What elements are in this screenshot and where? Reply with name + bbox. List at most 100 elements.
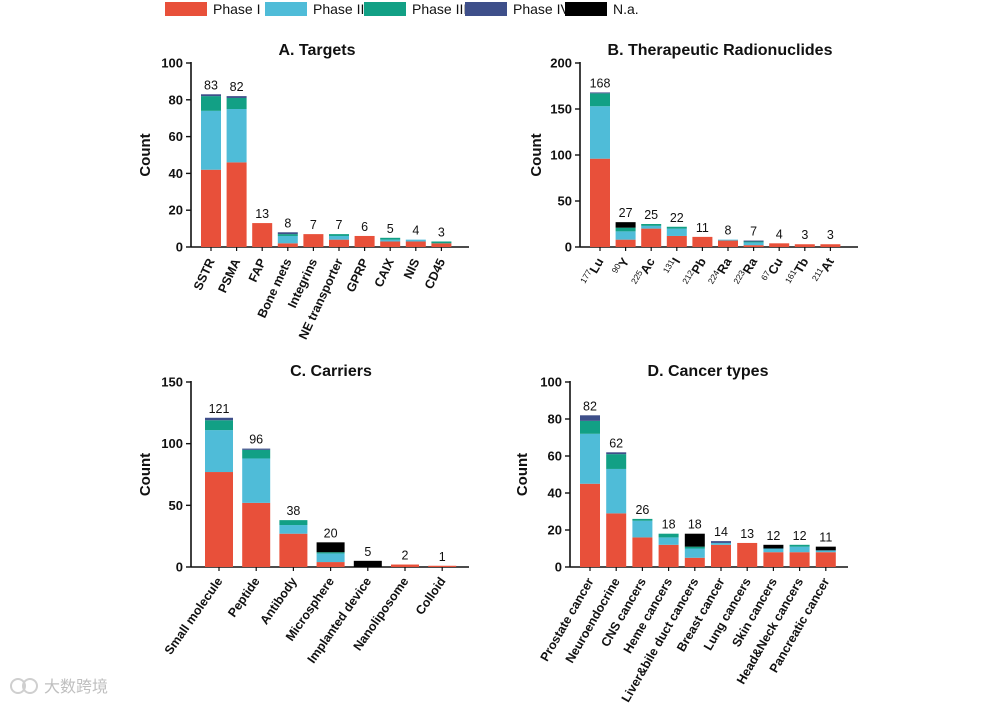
bar-segment-phase-i (606, 513, 627, 567)
bar-group (277, 232, 298, 247)
bar-segment-phase-ii (201, 110, 221, 170)
element-symbol: Ac (638, 255, 658, 276)
bar-segment-phase-i (743, 245, 764, 247)
bar-segment-phase-i (279, 533, 308, 567)
y-tick-label: 60 (548, 449, 562, 464)
x-tick-label: PSMA (215, 256, 243, 295)
bar-total-label: 12 (766, 529, 780, 543)
bar-segment-phase-i (769, 243, 790, 247)
bar-segment-phase-ii (763, 548, 784, 553)
bar-total-label: 62 (609, 436, 623, 450)
bar-total-label: 26 (635, 503, 649, 517)
bar-total-label: 82 (230, 80, 244, 94)
legend-label: Phase III (412, 1, 467, 17)
bar-group (763, 544, 784, 567)
bar-segment-phase-i (641, 228, 662, 247)
bar-segment-phase-iv (277, 232, 298, 235)
y-tick-label: 40 (548, 486, 562, 501)
bar-total-label: 18 (662, 518, 676, 532)
bar-segment-phase-i (666, 235, 687, 247)
x-tick-label: NIS (401, 256, 422, 281)
bar-segment-n-a (815, 546, 836, 551)
bar-segment-phase-iv (226, 96, 247, 98)
bar-group (794, 244, 815, 247)
bar-segment-phase-i (354, 235, 375, 247)
bar-segment-phase-i (329, 239, 349, 247)
legend-swatch (465, 2, 507, 16)
legend-label: Phase II (313, 1, 364, 17)
bar-segment-phase-i (658, 544, 679, 567)
x-tick-label: 223Ra (731, 254, 760, 289)
bar-segment-phase-iii (641, 224, 662, 226)
x-tick-label: Small molecule (162, 575, 226, 658)
bar-total-label: 3 (801, 228, 808, 242)
bar-segment-phase-ii (743, 242, 764, 246)
y-tick-label: 50 (558, 194, 572, 209)
bar-group (226, 96, 247, 247)
bar-segment-phase-ii (789, 546, 810, 553)
bar-total-label: 18 (688, 518, 702, 532)
bar-segment-phase-iv (606, 452, 627, 455)
bar-total-label: 12 (793, 529, 807, 543)
bar-group (201, 94, 221, 247)
bar-group (428, 565, 457, 567)
bar-segment-phase-iii (590, 93, 610, 107)
bar-segment-phase-ii (641, 225, 662, 229)
bar-total-label: 13 (255, 207, 269, 221)
bar-group (405, 239, 426, 247)
bar-group (743, 240, 764, 247)
bar-segment-phase-ii (405, 239, 426, 242)
legend-item-phase-i: Phase I (165, 1, 260, 17)
bar-segment-phase-iii (606, 454, 627, 469)
bar-group (666, 226, 687, 247)
panel-title: C. Carriers (290, 363, 372, 380)
bar-segment-phase-ii (277, 235, 298, 244)
bar-group (815, 546, 836, 567)
bar-group (606, 452, 627, 567)
panel-title: B. Therapeutic Radionuclides (608, 42, 833, 59)
bar-total-label: 5 (387, 222, 394, 236)
bar-segment-phase-i (580, 483, 600, 567)
bar-segment-phase-ii (279, 525, 308, 534)
x-tick-label: 161Tb (783, 254, 812, 288)
bar-total-label: 6 (361, 220, 368, 234)
bar-segment-phase-ii (684, 548, 705, 558)
bar-group (580, 415, 600, 567)
bar-segment-n-a (316, 542, 345, 553)
y-tick-label: 0 (176, 560, 183, 575)
bar-segment-n-a (763, 544, 784, 549)
bar-segment-phase-iii (684, 546, 705, 549)
bar-total-label: 4 (776, 227, 783, 241)
y-tick-label: 20 (169, 203, 183, 218)
legend-swatch (364, 2, 406, 16)
y-tick-label: 100 (540, 375, 562, 390)
bar-segment-n-a (615, 222, 636, 228)
y-tick-label: 0 (565, 240, 572, 255)
bar-segment-phase-iii (316, 552, 345, 554)
bar-segment-phase-i (763, 552, 784, 567)
bar-group (431, 241, 452, 247)
bar-segment-phase-i (815, 552, 836, 567)
bar-segment-phase-iii (431, 241, 452, 244)
bar-group (391, 564, 419, 567)
x-tick-label: 177Lu (578, 255, 607, 289)
isotope-mass-number: 90 (609, 262, 623, 275)
legend-item-n-a: N.a. (565, 1, 639, 17)
bar-segment-phase-iv (201, 94, 221, 97)
bar-total-label: 2 (402, 549, 409, 563)
bar-total-label: 11 (696, 221, 709, 235)
bar-group (615, 222, 636, 247)
bar-segment-n-a (353, 560, 382, 567)
bar-segment-phase-i (632, 537, 653, 567)
bar-segment-phase-ii (718, 239, 738, 241)
bar-segment-phase-iii (743, 241, 764, 243)
bar-total-label: 25 (644, 208, 658, 222)
y-tick-label: 80 (169, 92, 183, 107)
bar-segment-phase-iii (226, 97, 247, 109)
element-symbol: Tb (792, 255, 812, 276)
watermark-logo-icon (10, 678, 38, 694)
y-tick-label: 150 (161, 375, 183, 390)
x-tick-label: Peptide (225, 575, 262, 620)
bar-group (380, 237, 401, 247)
y-tick-label: 80 (548, 412, 562, 427)
